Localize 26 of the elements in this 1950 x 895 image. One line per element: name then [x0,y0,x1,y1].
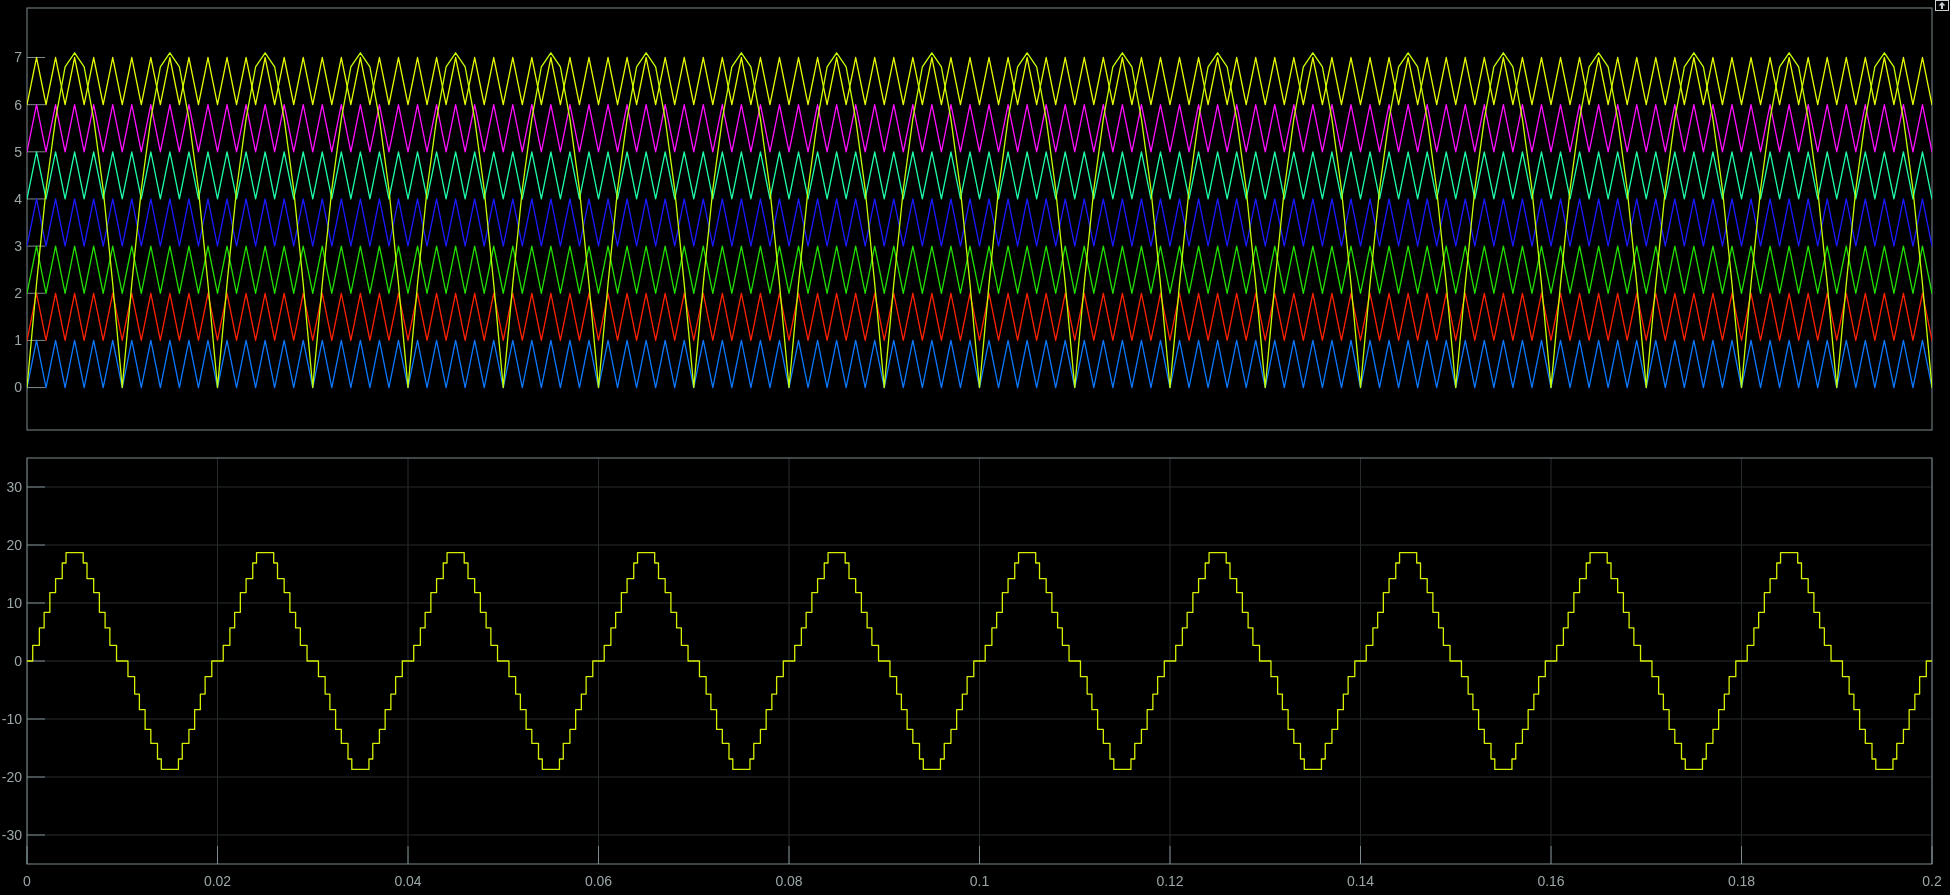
x-tick-label: 0.08 [775,873,803,889]
y-tick-label: 10 [6,594,23,611]
x-tick-label: 0.2 [1922,873,1942,889]
y-tick-label: 1 [14,332,23,349]
y-tick-label: 7 [14,49,23,66]
y-tick-label: 0 [14,652,23,669]
y-tick-label: 0 [14,379,23,396]
x-tick-label: 0.04 [394,873,422,889]
y-tick-label: 20 [6,536,23,553]
x-tick-label: 0.16 [1537,873,1565,889]
y-tick-label: -10 [1,710,23,727]
x-tick-label: 0.02 [203,873,232,889]
y-tick-label: 4 [14,190,23,207]
y-tick-label: -30 [1,826,23,843]
y-tick-label: 6 [14,96,23,113]
y-tick-label: 5 [14,143,23,160]
y-tick-label: 30 [6,478,23,495]
x-tick-label: 0.12 [1156,873,1184,889]
x-tick-label: 0.14 [1346,873,1375,889]
x-tick-label: 0.18 [1727,873,1756,889]
x-tick-label: 0.1 [969,873,990,889]
y-tick-label: 3 [14,238,23,255]
y-tick-label: 2 [14,285,23,302]
x-tick-label: 0.06 [584,873,613,889]
line-series [27,52,1932,389]
y-tick-label: -20 [1,768,23,785]
